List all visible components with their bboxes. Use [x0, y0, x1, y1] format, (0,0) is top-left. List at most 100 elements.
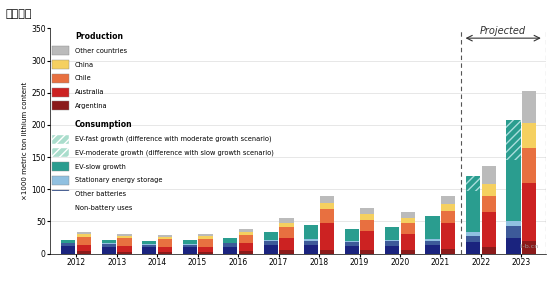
- Bar: [506, 238, 521, 254]
- Bar: [442, 211, 455, 223]
- Bar: [239, 243, 253, 251]
- Bar: [506, 146, 521, 160]
- Bar: [482, 166, 496, 184]
- Bar: [522, 241, 536, 254]
- Bar: [466, 176, 480, 181]
- Bar: [239, 232, 253, 235]
- Bar: [506, 226, 521, 238]
- Bar: [239, 229, 253, 232]
- Bar: [198, 252, 213, 254]
- Bar: [522, 123, 536, 148]
- Bar: [482, 184, 496, 196]
- Bar: [345, 241, 358, 242]
- Bar: [385, 240, 399, 241]
- Bar: [466, 236, 480, 242]
- Bar: [198, 234, 213, 236]
- Bar: [77, 237, 91, 245]
- Bar: [385, 241, 399, 246]
- Text: 短期趋势: 短期趋势: [6, 9, 32, 19]
- Bar: [142, 244, 156, 245]
- Bar: [442, 196, 455, 204]
- Bar: [183, 244, 197, 245]
- Bar: [198, 247, 213, 252]
- Bar: [320, 203, 334, 209]
- Bar: [102, 247, 116, 254]
- Bar: [198, 236, 213, 239]
- Bar: [279, 227, 294, 238]
- Y-axis label: ×1000 metric ton lithium content: ×1000 metric ton lithium content: [22, 82, 28, 200]
- Bar: [77, 245, 91, 251]
- Bar: [425, 216, 440, 239]
- Bar: [442, 204, 455, 211]
- Bar: [360, 208, 375, 214]
- Bar: [183, 247, 197, 254]
- Bar: [102, 243, 116, 244]
- Bar: [522, 91, 536, 123]
- Bar: [279, 223, 294, 227]
- Bar: [77, 234, 91, 237]
- Bar: [360, 231, 375, 251]
- Bar: [61, 243, 75, 246]
- Bar: [142, 247, 156, 254]
- Bar: [77, 251, 91, 254]
- Bar: [304, 241, 318, 245]
- Bar: [425, 239, 440, 241]
- Bar: [264, 241, 278, 245]
- Bar: [183, 240, 197, 244]
- Bar: [506, 160, 521, 221]
- Bar: [466, 233, 480, 236]
- Bar: [345, 246, 358, 254]
- Bar: [345, 242, 358, 246]
- Bar: [264, 232, 278, 240]
- Bar: [304, 225, 318, 239]
- Bar: [183, 245, 197, 247]
- Bar: [442, 249, 455, 254]
- Bar: [117, 234, 132, 236]
- Bar: [522, 183, 536, 241]
- Bar: [158, 247, 172, 252]
- Bar: [506, 120, 521, 146]
- Bar: [345, 229, 358, 241]
- Bar: [466, 191, 480, 233]
- Bar: [466, 181, 480, 191]
- Bar: [239, 251, 253, 254]
- Bar: [360, 214, 375, 219]
- Bar: [102, 244, 116, 247]
- Bar: [279, 251, 294, 254]
- Bar: [158, 239, 172, 247]
- Bar: [320, 209, 334, 223]
- Text: li-b.cn: li-b.cn: [519, 244, 538, 249]
- Bar: [264, 240, 278, 241]
- Bar: [304, 245, 318, 254]
- Bar: [61, 240, 75, 243]
- Bar: [466, 176, 480, 181]
- Bar: [482, 247, 496, 254]
- Bar: [522, 148, 536, 183]
- Bar: [401, 251, 415, 254]
- Bar: [117, 252, 132, 254]
- Bar: [385, 246, 399, 254]
- Bar: [223, 243, 237, 247]
- Bar: [401, 234, 415, 251]
- Bar: [158, 235, 172, 237]
- Text: Projected: Projected: [480, 26, 526, 36]
- Bar: [279, 238, 294, 251]
- Bar: [223, 238, 237, 243]
- Bar: [77, 233, 91, 234]
- Bar: [482, 212, 496, 247]
- Bar: [117, 238, 132, 246]
- Bar: [320, 251, 334, 254]
- Bar: [360, 251, 375, 254]
- Bar: [198, 239, 213, 247]
- Bar: [506, 221, 521, 226]
- Bar: [223, 247, 237, 254]
- Bar: [442, 223, 455, 249]
- Bar: [320, 196, 334, 203]
- Bar: [466, 181, 480, 191]
- Bar: [385, 227, 399, 240]
- Bar: [401, 212, 415, 218]
- Bar: [401, 223, 415, 234]
- Bar: [264, 245, 278, 254]
- Bar: [506, 146, 521, 160]
- Bar: [425, 241, 440, 245]
